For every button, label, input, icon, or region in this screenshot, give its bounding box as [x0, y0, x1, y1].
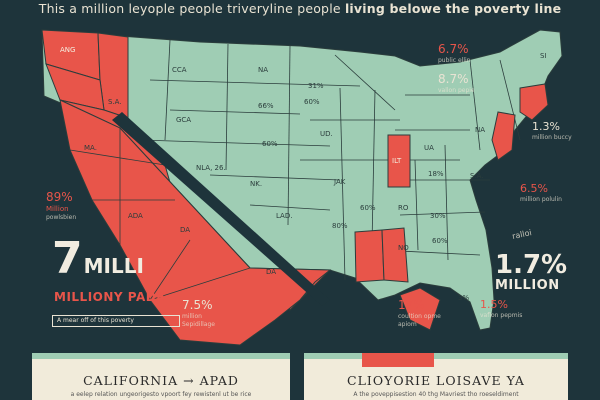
- label-31pct: 31%: [308, 82, 324, 90]
- big-right-number: 1.7%: [495, 250, 568, 280]
- label-nla: NLA, 26.: [196, 164, 226, 172]
- panel-left-text: a eelep relation ungeorigesto vpoort fey…: [70, 391, 252, 398]
- stat-89: 89% Million powlsbien: [46, 190, 76, 221]
- stat-7-5-sub1: million: [182, 313, 202, 320]
- stat-7-5-value: 7.5%: [182, 298, 213, 312]
- stat-8-7-sub: vallon pepie: [438, 87, 475, 94]
- stat-7-5: 7.5% million Sepidillage: [182, 298, 215, 328]
- state-inner-borders-red: [69, 128, 251, 301]
- big-left-word: MILLI: [83, 254, 144, 278]
- title-part-bold: living belowe the poverty line: [344, 1, 562, 16]
- state-florida-red: [399, 287, 441, 331]
- label-ua: UA: [424, 144, 434, 152]
- label-ud: UD.: [320, 130, 333, 138]
- stat-1-3-value: 1.3%: [532, 120, 560, 133]
- big-left-number: 7: [52, 233, 83, 284]
- stat-89-sub2: powlsbien: [46, 214, 77, 221]
- label-60pct-c: 60%: [304, 98, 320, 106]
- stat-17-value: 17%: [398, 298, 425, 312]
- stat-1-3-sub: million buccy: [532, 134, 572, 141]
- page-title: This a million leyople people triverylin…: [0, 0, 600, 22]
- label-30pct: 30%: [430, 212, 446, 220]
- label-60pct-b: 60%: [432, 237, 448, 245]
- label-cca: CCA: [172, 66, 187, 74]
- panel-right-text: A the poveppisestion 40 thg Mavriest tho…: [353, 391, 519, 398]
- label-na-top: NA: [258, 66, 268, 74]
- label-80pct: 80%: [332, 222, 348, 230]
- big-right-word: MILLION: [495, 278, 560, 293]
- bottom-panel-left: CALIFORNIA → APAD a eelep relation ungeo…: [32, 353, 290, 400]
- stat-1-3: 1.3% million buccy: [532, 120, 572, 141]
- label-gca: GCA: [176, 116, 191, 124]
- label-ada: ADA: [128, 212, 143, 220]
- label-60pct-a: 60%: [262, 140, 278, 148]
- label-no: NO: [398, 244, 409, 252]
- big-left-figure: 7 MILLI: [52, 233, 144, 284]
- label-si: SI: [540, 52, 547, 60]
- label-ro: RO: [398, 204, 409, 212]
- label-sa-east: S.A.: [470, 172, 484, 180]
- state-southwest-red: [59, 99, 332, 346]
- stat-17: 17% coultion opme apiom: [398, 298, 441, 328]
- state-newjersey-red: [491, 111, 516, 161]
- state-mississippi-red: [354, 229, 385, 283]
- label-ilt: ILT: [392, 157, 402, 165]
- stat-6-5-sub: million polulin: [520, 196, 562, 203]
- stat-17-sub2: apiom: [398, 321, 417, 328]
- big-left-note: A mear off of this poverty: [52, 315, 180, 327]
- stat-1-5: 1.5% vaflon pepmis: [480, 298, 522, 319]
- stat-17-sub1: coultion opme: [398, 313, 441, 320]
- stat-89-sub1: Million: [46, 205, 69, 213]
- stat-89-value: 89%: [46, 190, 73, 204]
- stat-6-7-sub: public ellin: [438, 57, 471, 64]
- label-ang: ANG: [60, 46, 75, 54]
- label-18pct: 18%: [428, 170, 444, 178]
- label-nk: NK.: [250, 180, 262, 188]
- label-sa: S.A.: [108, 98, 122, 106]
- label-3pct: 3%: [458, 294, 469, 302]
- stat-8-7: 8.7% vallon pepie: [438, 72, 475, 94]
- label-na-east: NA: [475, 126, 485, 134]
- title-part-regular: This a million leyople people triverylin…: [38, 1, 345, 16]
- bottom-panel-right: CLIOYORIE LOISAVE YA A the poveppisestio…: [304, 353, 568, 400]
- stat-6-5: 6.5% million polulin: [520, 182, 562, 203]
- stat-8-7-value: 8.7%: [438, 72, 469, 86]
- panel-red-accent: [362, 353, 434, 367]
- stat-1-5-value: 1.5%: [480, 298, 508, 311]
- big-right-figure: 1.7% MILLION: [495, 250, 567, 293]
- panel-right-title: CLIOYORIE LOISAVE YA: [347, 373, 525, 388]
- label-da-bottom: DA: [266, 268, 276, 276]
- label-66pct: 66%: [258, 102, 274, 110]
- state-labels: ANG S.A. MA. ADA DA DA CCA NA 31% GCA 66…: [60, 46, 547, 302]
- state-indiana-red: [387, 134, 411, 188]
- big-left-subtitle: MILLIONY PADE: [54, 290, 165, 304]
- stat-6-7: 6.7% public ellin: [438, 42, 470, 64]
- state-alabama-red: [381, 227, 409, 283]
- label-lad: LAD.: [276, 212, 292, 220]
- label-da-top: DA: [180, 226, 190, 234]
- panel-left-title: CALIFORNIA → APAD: [83, 373, 239, 388]
- label-jak: JAK: [333, 178, 346, 186]
- stat-6-7-value: 6.7%: [438, 42, 469, 56]
- state-northeast-red: [519, 83, 549, 121]
- stat-7-5-sub2: Sepidillage: [182, 321, 215, 328]
- stat-1-5-sub: vaflon pepmis: [480, 312, 523, 319]
- label-60pct-d: 60%: [360, 204, 376, 212]
- label-ma: MA.: [84, 144, 97, 152]
- state-borders: [139, 39, 521, 281]
- diagonal-divider: [112, 112, 330, 306]
- stat-6-5-value: 6.5%: [520, 182, 548, 195]
